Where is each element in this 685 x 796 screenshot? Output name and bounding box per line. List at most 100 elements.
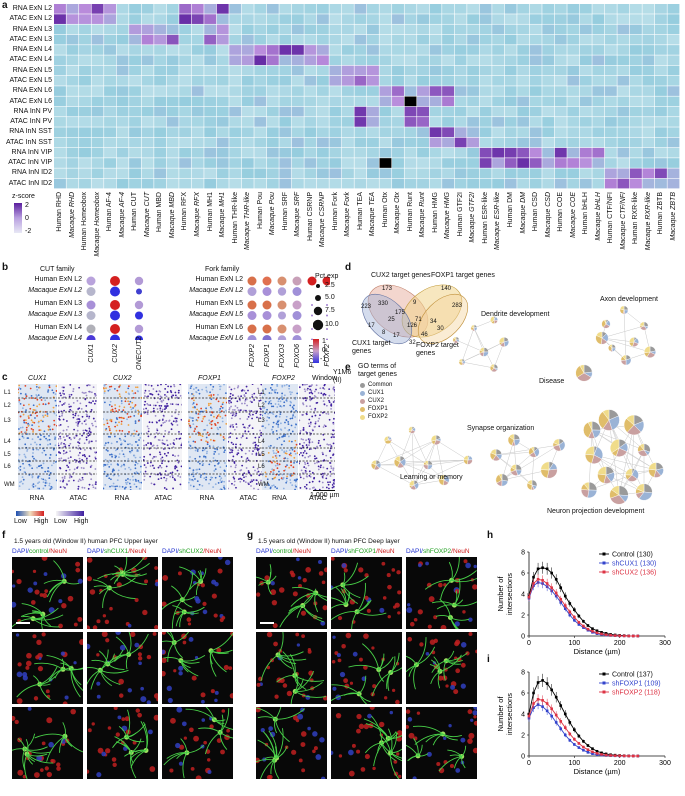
heatmap-cell (229, 86, 242, 96)
data-point (591, 747, 594, 750)
heatmap-cell (91, 14, 104, 24)
heatmap-cell (442, 75, 455, 86)
heatmap-cell (329, 65, 342, 76)
legend-high-atac: High (74, 518, 89, 525)
pct-tick-4: 10.0 (325, 321, 339, 328)
heatmap-cell (166, 178, 179, 189)
heatmap-cell (404, 55, 417, 66)
heatmap-cell (492, 178, 505, 189)
data-point (545, 682, 549, 685)
heatmap-cell (579, 24, 592, 35)
legend-high-rna: High (34, 518, 49, 525)
heatmap-cell (617, 75, 630, 86)
panel-letter-d: d (345, 262, 352, 273)
heatmap-cell (54, 55, 66, 66)
go-term-node (463, 455, 473, 465)
data-point (582, 626, 585, 629)
micrograph-image (162, 557, 233, 629)
heatmap-cell (542, 24, 555, 35)
heatmap-cell (229, 158, 242, 168)
heatmap-cell (241, 65, 254, 76)
heatmap-cell (204, 55, 217, 66)
heatmap-cell (554, 147, 567, 158)
color-tick-mid: 0 (322, 347, 326, 354)
low-high-legend-atac (56, 511, 84, 516)
data-point (577, 614, 581, 618)
heatmap-cell (129, 86, 142, 96)
heatmap-cell (204, 127, 217, 138)
heatmap-cell (442, 24, 455, 35)
heatmap-cell (429, 127, 442, 138)
heatmap-cell (104, 127, 116, 138)
heatmap-cell (567, 75, 580, 86)
y-tick-label: 6 (521, 571, 525, 578)
heatmap-cell (517, 106, 530, 117)
layer-label: L3 (258, 418, 265, 424)
heatmap-cell (579, 14, 592, 24)
heatmap-cell (141, 117, 154, 127)
heatmap-cell (554, 127, 567, 138)
heatmap-cell (529, 117, 542, 127)
heatmap-cell (254, 4, 267, 14)
data-point (559, 597, 563, 601)
venn-number: 46 (421, 332, 428, 338)
heatmap-cell (116, 65, 129, 76)
go-term-node (619, 305, 629, 315)
heatmap-cell (291, 137, 304, 148)
legend-marker (602, 681, 606, 685)
heatmap-cell (191, 45, 204, 55)
heatmap-cell (567, 96, 580, 107)
heatmap-cell (429, 96, 442, 107)
go-term-node (479, 347, 489, 357)
heatmap-cell (116, 24, 129, 35)
heatmap-cell (454, 137, 467, 148)
go-term-node (438, 474, 450, 486)
heatmap-cell (367, 147, 379, 158)
heatmap-cell (492, 168, 505, 179)
go-term-node (510, 464, 522, 476)
heatmap-cell (166, 4, 179, 14)
heatmap-cell (91, 127, 104, 138)
data-point (582, 620, 585, 623)
heatmap-cell (291, 65, 304, 76)
heatmap-cell (316, 55, 329, 66)
heatmap-cell (467, 14, 480, 24)
heatmap-cell (341, 127, 354, 138)
heatmap-cell (166, 147, 179, 158)
data-point (586, 744, 590, 747)
heatmap-cell (354, 96, 367, 107)
heatmap-cell (529, 24, 542, 35)
dotplot-dot (247, 287, 257, 296)
heatmap-cell (442, 65, 455, 76)
heatmap-cell (116, 117, 129, 127)
heatmap-cell (629, 168, 642, 179)
heatmap-cell (79, 117, 91, 127)
heatmap-cell (654, 55, 667, 66)
data-point (604, 633, 608, 637)
heatmap-cell (179, 75, 192, 86)
heatmap-cell (629, 34, 642, 45)
heatmap-cell (154, 75, 167, 86)
heatmap-cell (179, 65, 192, 76)
heatmap-cell (629, 14, 642, 24)
heatmap-cell (529, 168, 542, 179)
heatmap-cell (529, 137, 542, 148)
heatmap-cell (517, 117, 530, 127)
heatmap-cell (304, 117, 317, 127)
heatmap-cell (504, 158, 517, 168)
heatmap-col-label: Macaque bHLH (594, 192, 602, 241)
heatmap-row-label: RNA ExN L3 (12, 25, 52, 33)
heatmap-cell (266, 117, 279, 127)
heatmap-cell (154, 168, 167, 179)
heatmap-col-label: Human CTF/NFI (607, 192, 615, 244)
heatmap-cell (141, 65, 154, 76)
heatmap-cell (216, 75, 229, 86)
heatmap-cell (567, 4, 580, 14)
heatmap-cell (642, 117, 655, 127)
layer-label: WM (4, 482, 15, 488)
data-point (545, 709, 549, 713)
go-term-node (489, 448, 503, 462)
heatmap-cell (479, 4, 492, 14)
heatmap-cell (304, 34, 317, 45)
heatmap-cell (392, 75, 404, 86)
